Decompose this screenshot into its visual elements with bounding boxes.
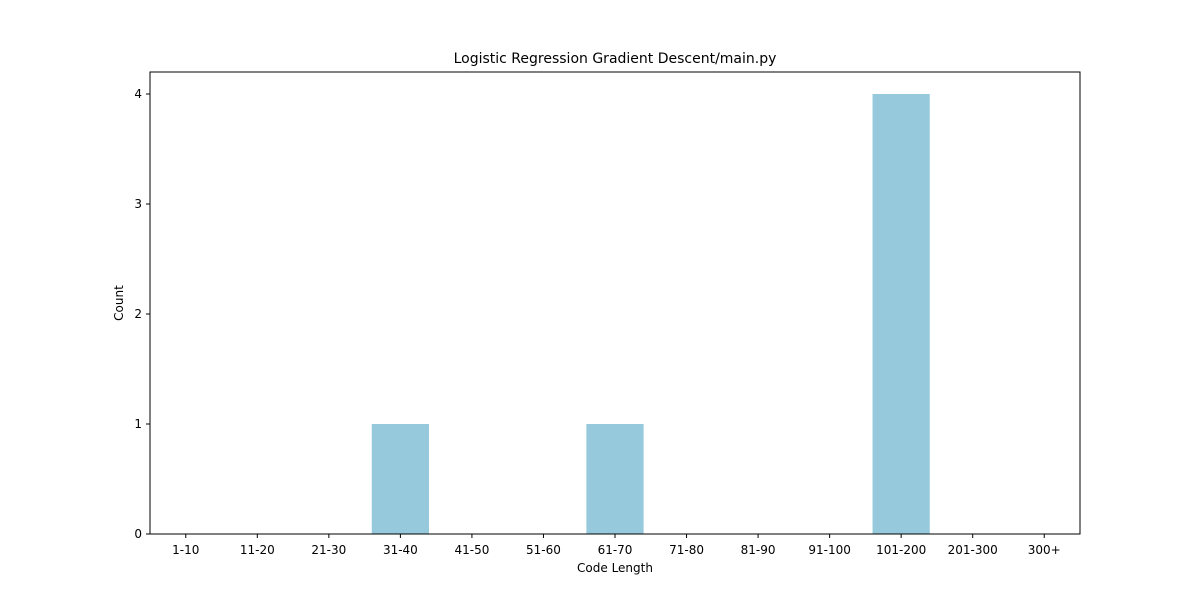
y-axis: 0 1 2 3 4 [134, 87, 150, 541]
x-tick-label: 21-30 [311, 543, 346, 557]
x-tick-label: 300+ [1028, 543, 1061, 557]
x-axis: 1-10 11-20 21-30 31-40 41-50 51-60 61-70 71-80 8… [172, 534, 1061, 557]
x-tick-label: 61-70 [598, 543, 633, 557]
x-tick-label: 101-200 [876, 543, 926, 557]
x-tick-label: 1-10 [172, 543, 199, 557]
bar-31-40 [371, 424, 429, 534]
chart-title: Logistic Regression Gradient Descent/mai… [454, 51, 777, 67]
y-tick-label: 0 [134, 527, 142, 541]
x-tick-label: 41-50 [454, 543, 489, 557]
x-axis-label: Code Length [577, 561, 653, 575]
bar-101-200 [872, 94, 930, 534]
bar-61-70 [586, 424, 644, 534]
y-tick-label: 4 [134, 87, 142, 101]
x-tick-label: 51-60 [526, 543, 561, 557]
x-tick-label: 11-20 [240, 543, 275, 557]
y-tick-label: 3 [134, 197, 142, 211]
y-axis-label: Count [112, 285, 126, 321]
bars-group [371, 94, 930, 534]
x-tick-label: 81-90 [741, 543, 776, 557]
x-tick-label: 71-80 [669, 543, 704, 557]
x-tick-label: 201-300 [948, 543, 998, 557]
y-tick-label: 2 [134, 307, 142, 321]
y-tick-label: 1 [134, 417, 142, 431]
x-tick-label: 31-40 [383, 543, 418, 557]
x-tick-label: 91-100 [808, 543, 851, 557]
